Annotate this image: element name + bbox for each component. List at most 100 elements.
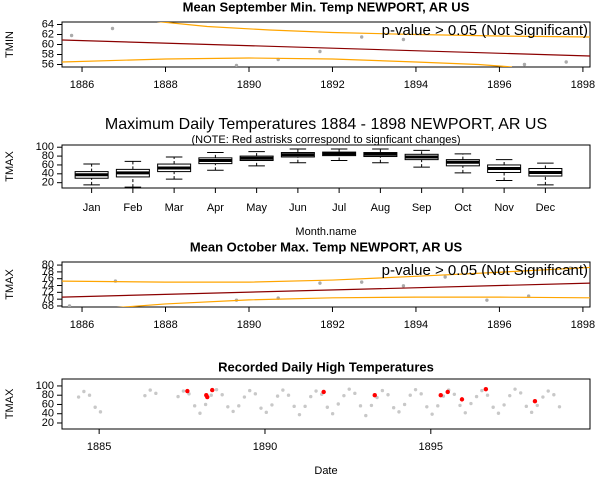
data-point (314, 389, 318, 393)
plot-area (76, 386, 562, 418)
data-point (401, 284, 406, 288)
data-point (336, 402, 340, 406)
data-point (185, 388, 190, 394)
y-tick-label: 64 (42, 18, 54, 30)
trend-line (62, 39, 590, 57)
data-point (459, 397, 465, 402)
data-point (358, 404, 363, 408)
data-point (203, 402, 208, 407)
y-axis-label: TMIN (4, 31, 16, 58)
data-point (491, 405, 495, 409)
plot-frame (61, 261, 591, 308)
chart-title: Mean October Max. Temp NEWPORT, AR US (190, 239, 463, 254)
plot-frame (61, 378, 591, 430)
y-tick-label: 20 (42, 417, 54, 429)
plot-area: p-value > 0.05 (Not Significant) (62, 262, 590, 307)
data-point (535, 403, 539, 408)
data-point (408, 393, 412, 397)
data-point (303, 404, 307, 409)
x-tick-label: 1890 (253, 441, 277, 453)
data-point (242, 395, 247, 399)
data-point (110, 26, 115, 31)
data-point (397, 410, 401, 414)
x-axis-label: Month.name (295, 226, 356, 238)
trend-line (62, 266, 590, 283)
x-tick-label: May (246, 202, 267, 214)
data-point (557, 405, 562, 409)
chart-title: Recorded Daily High Temperatures (218, 359, 434, 374)
y-tick-label: 40 (42, 408, 54, 420)
y-tick-label: 60 (42, 398, 54, 410)
x-tick-label: 1896 (487, 319, 511, 331)
data-point (469, 401, 473, 406)
x-tick-label: Jun (289, 202, 307, 214)
y-tick-label: 78 (42, 266, 54, 278)
data-point (480, 388, 484, 393)
data-point (532, 399, 538, 404)
x-tick-label: Oct (454, 202, 471, 214)
trend-line (116, 296, 590, 307)
data-point (496, 411, 501, 415)
data-point (148, 388, 152, 392)
y-tick-label: 62 (42, 28, 54, 40)
x-tick-label: 1896 (487, 79, 511, 91)
chart-title: Mean September Min. Temp NEWPORT, AR US (183, 0, 470, 14)
data-point (483, 386, 489, 392)
data-point (270, 403, 274, 407)
y-tick-label: 80 (42, 150, 54, 162)
x-tick-label: Aug (371, 202, 391, 214)
x-tick-label: 1890 (237, 79, 261, 91)
data-point (231, 409, 235, 414)
data-point (309, 394, 313, 399)
data-point (485, 393, 490, 397)
data-point (143, 393, 147, 398)
x-tick-label: 1892 (320, 319, 344, 331)
x-tick-label: 1894 (404, 79, 428, 91)
data-point (402, 402, 407, 407)
data-point (297, 412, 302, 417)
data-point (347, 387, 351, 391)
x-tick-label: Mar (165, 202, 184, 214)
data-point (513, 387, 517, 391)
y-tick-label: 100 (36, 380, 54, 392)
data-point (369, 403, 374, 408)
data-point (380, 388, 385, 393)
data-point (445, 389, 450, 395)
data-point (76, 395, 81, 399)
trend-line (62, 57, 512, 67)
data-point (413, 387, 418, 392)
x-tick-label: 1888 (153, 79, 177, 91)
chart-title: Maximum Daily Temperatures 1884 - 1898 N… (105, 116, 547, 133)
plot-frame (61, 144, 591, 189)
data-point (318, 281, 322, 285)
data-point (359, 35, 364, 39)
x-tick-label: 1898 (571, 319, 595, 331)
trend-line (62, 282, 590, 298)
data-point (372, 393, 377, 398)
annotation: p-value > 0.05 (Not Significant) (382, 22, 588, 39)
data-point (541, 395, 545, 399)
data-point (234, 63, 239, 67)
data-point (220, 393, 224, 397)
data-point (67, 304, 72, 307)
data-point (198, 411, 202, 415)
x-tick-label: Dec (536, 202, 556, 214)
data-point (522, 62, 527, 67)
y-axis-label: TMAX (4, 269, 16, 300)
data-point (275, 394, 280, 398)
x-tick-label: Feb (123, 202, 142, 214)
data-point (552, 393, 556, 397)
data-point (425, 405, 429, 409)
data-point (93, 405, 97, 409)
data-point (474, 394, 479, 399)
x-tick-label: 1888 (153, 319, 177, 331)
data-point (452, 392, 457, 396)
data-point (463, 411, 467, 415)
data-point (248, 388, 252, 393)
data-point (443, 275, 447, 279)
data-point (192, 404, 197, 408)
x-tick-label: Nov (494, 202, 514, 214)
data-point (98, 410, 103, 414)
data-point (353, 391, 357, 396)
